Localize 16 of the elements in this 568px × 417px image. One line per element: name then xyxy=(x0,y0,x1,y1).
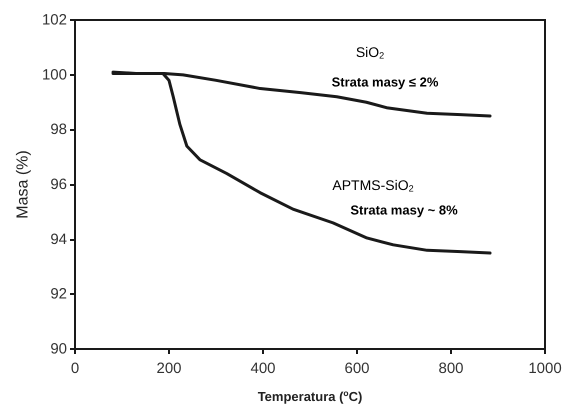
annotation: Strata masy ~ 8% xyxy=(350,202,458,218)
y-tick-label: 90 xyxy=(50,340,67,358)
x-tick-label: 0 xyxy=(70,360,80,377)
y-tick-label: 96 xyxy=(50,176,67,193)
x-tick-label: 600 xyxy=(344,360,370,377)
x-tick-label: 200 xyxy=(156,360,182,377)
y-tick-label: 94 xyxy=(50,230,67,248)
y-tick-label: 92 xyxy=(50,286,67,303)
x-tick-label: 1000 xyxy=(528,360,562,377)
x-tick-label: 800 xyxy=(438,360,464,377)
y-tick-label: 100 xyxy=(42,66,67,84)
x-tick-label: 400 xyxy=(250,360,276,377)
annotation: Strata masy ≤ 2% xyxy=(332,74,439,90)
y-tick-label: 98 xyxy=(50,121,67,138)
y-axis-title: Masa (%) xyxy=(14,150,32,219)
y-tick-label: 102 xyxy=(42,12,67,28)
